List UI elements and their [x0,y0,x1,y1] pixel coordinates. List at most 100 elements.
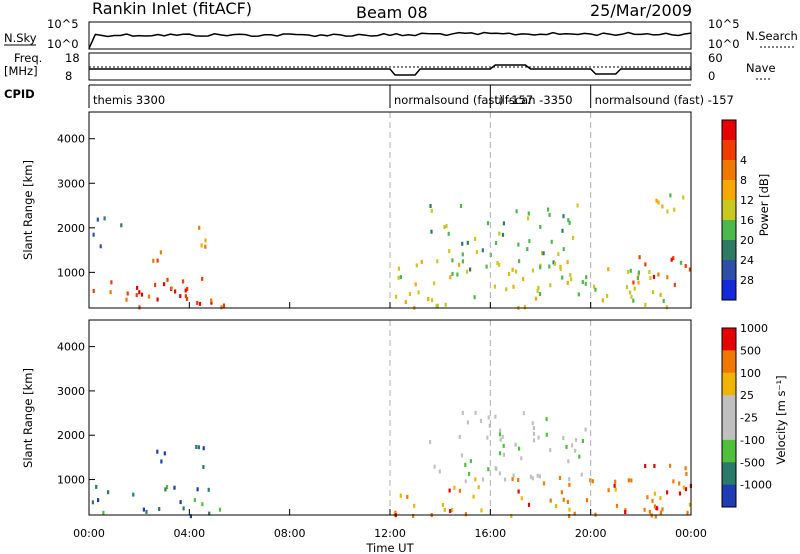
data-cell [661,204,664,209]
data-cell [548,264,551,269]
data-cell [486,435,489,440]
x-tick-label: 00:00 [73,527,105,540]
data-cell [184,294,187,299]
y-tick-label: 2000 [57,222,85,235]
data-cell [584,281,587,286]
x-tick-label: 00:00 [675,527,707,540]
data-cell [547,207,550,212]
data-cell [654,514,657,519]
data-cell [531,268,535,273]
data-cell [528,239,531,244]
data-cell [196,300,199,305]
data-cell [549,283,552,288]
colorbar-tick-label: 500 [740,344,761,357]
data-cell [673,207,676,212]
nsky-label: N.Sky [4,31,37,45]
data-cell [156,258,159,263]
data-cell [527,216,530,221]
data-cell [577,292,580,297]
velocity-y-axis: 1000 2000 3000 4000 [57,341,95,487]
data-cell [103,216,106,221]
colorbar-swatch [722,260,736,281]
colorbar-tick-label: 24 [740,254,754,267]
colorbar-tick-label: 28 [740,274,754,287]
data-cell [204,244,207,249]
data-cell [469,267,472,272]
data-cell [179,294,182,299]
y-tick-label: 2000 [57,429,85,442]
data-cell [99,244,102,249]
data-cell [110,280,113,285]
data-cell [688,267,691,272]
data-cell [568,482,571,487]
data-cell [512,284,515,289]
data-cell [552,260,555,265]
data-cell [601,298,604,303]
data-cell [443,507,446,512]
data-cell [672,479,675,484]
data-cell [571,443,574,448]
data-cell [536,473,539,478]
data-cell [517,489,520,494]
data-cell [474,410,477,415]
data-cell [638,255,641,260]
data-cell [443,225,446,229]
data-cell [526,247,529,252]
data-cell [555,504,558,508]
data-cell [594,287,597,292]
data-cell [493,284,496,289]
data-cell [485,264,488,269]
data-cell [613,483,616,488]
data-cell [461,410,464,415]
data-cell [496,260,499,265]
data-cell [593,284,596,289]
data-cell [145,509,148,514]
data-cell [578,454,581,459]
data-cell [625,285,629,290]
data-cell [580,472,583,477]
data-cell [657,272,660,277]
data-cell [189,514,192,519]
data-cell [649,276,652,281]
colorbar-tick-label: 4 [740,154,747,167]
data-cell [499,437,502,442]
data-cell [659,496,662,501]
data-cell [515,269,518,274]
x-tick-label: 16:00 [474,527,506,540]
data-cell [165,485,169,489]
data-cell [473,295,476,300]
data-cell [672,256,675,261]
data-cell [182,506,185,511]
data-cell [464,462,467,467]
data-cell [477,485,480,490]
title-center: Beam 08 [356,3,428,22]
data-cell [529,474,532,479]
data-cell [109,290,112,295]
data-cell [163,451,166,456]
data-cell [202,465,205,469]
data-cell [395,294,398,299]
data-cell [499,428,502,433]
freq-label: Freq. [14,51,42,65]
cpid-segment-label: normalsound (fast) -157 [394,93,533,107]
data-cell [193,498,196,503]
data-cell [487,467,490,472]
data-cell [429,204,432,208]
data-cell [91,500,94,505]
data-cell [542,481,546,486]
data-cell [520,496,523,501]
nsky-series-line [88,31,692,49]
y-tick-label: 3000 [57,385,85,398]
data-cell [606,293,609,298]
data-cell [614,479,617,484]
nave-tick-high: 60 [708,51,723,65]
title-left: Rankin Inlet (fitACF) [92,0,252,18]
data-cell [466,420,469,425]
time-axis: 00:00 04:00 08:00 12:00 16:00 20:00 00:00 [73,302,707,540]
data-cell [505,287,508,292]
data-cell [557,252,560,257]
velocity-data [91,410,692,519]
data-cell [475,250,478,255]
data-cell [538,474,541,479]
